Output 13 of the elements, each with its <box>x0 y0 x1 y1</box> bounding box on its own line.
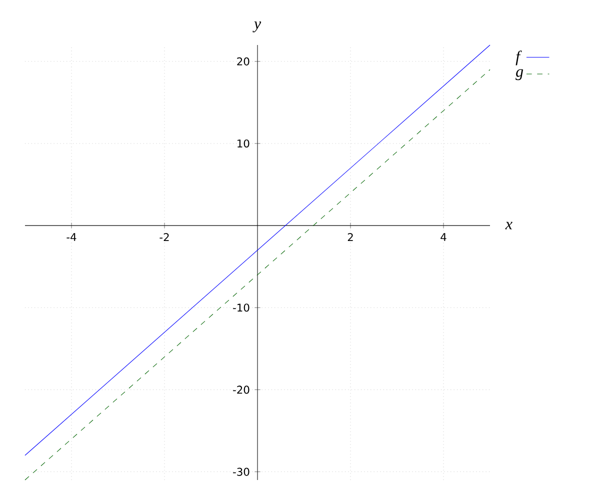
legend-label: g <box>516 69 524 80</box>
x-axis-title: x <box>505 222 512 230</box>
y-tick-label: -20 <box>233 386 250 394</box>
y-tick-label: -10 <box>233 304 250 312</box>
legend-label: f <box>516 50 522 66</box>
x-tick-label: -4 <box>66 233 76 241</box>
x-tick-label: -2 <box>160 233 169 242</box>
y-tick-label: 20 <box>237 57 250 66</box>
y-tick-label: 10 <box>238 139 250 148</box>
x-tick-label: 2 <box>348 233 353 242</box>
x-tick-label: 4 <box>440 233 446 241</box>
y-axis-title: y <box>252 22 262 32</box>
y-tick-label: -30 <box>233 468 250 476</box>
